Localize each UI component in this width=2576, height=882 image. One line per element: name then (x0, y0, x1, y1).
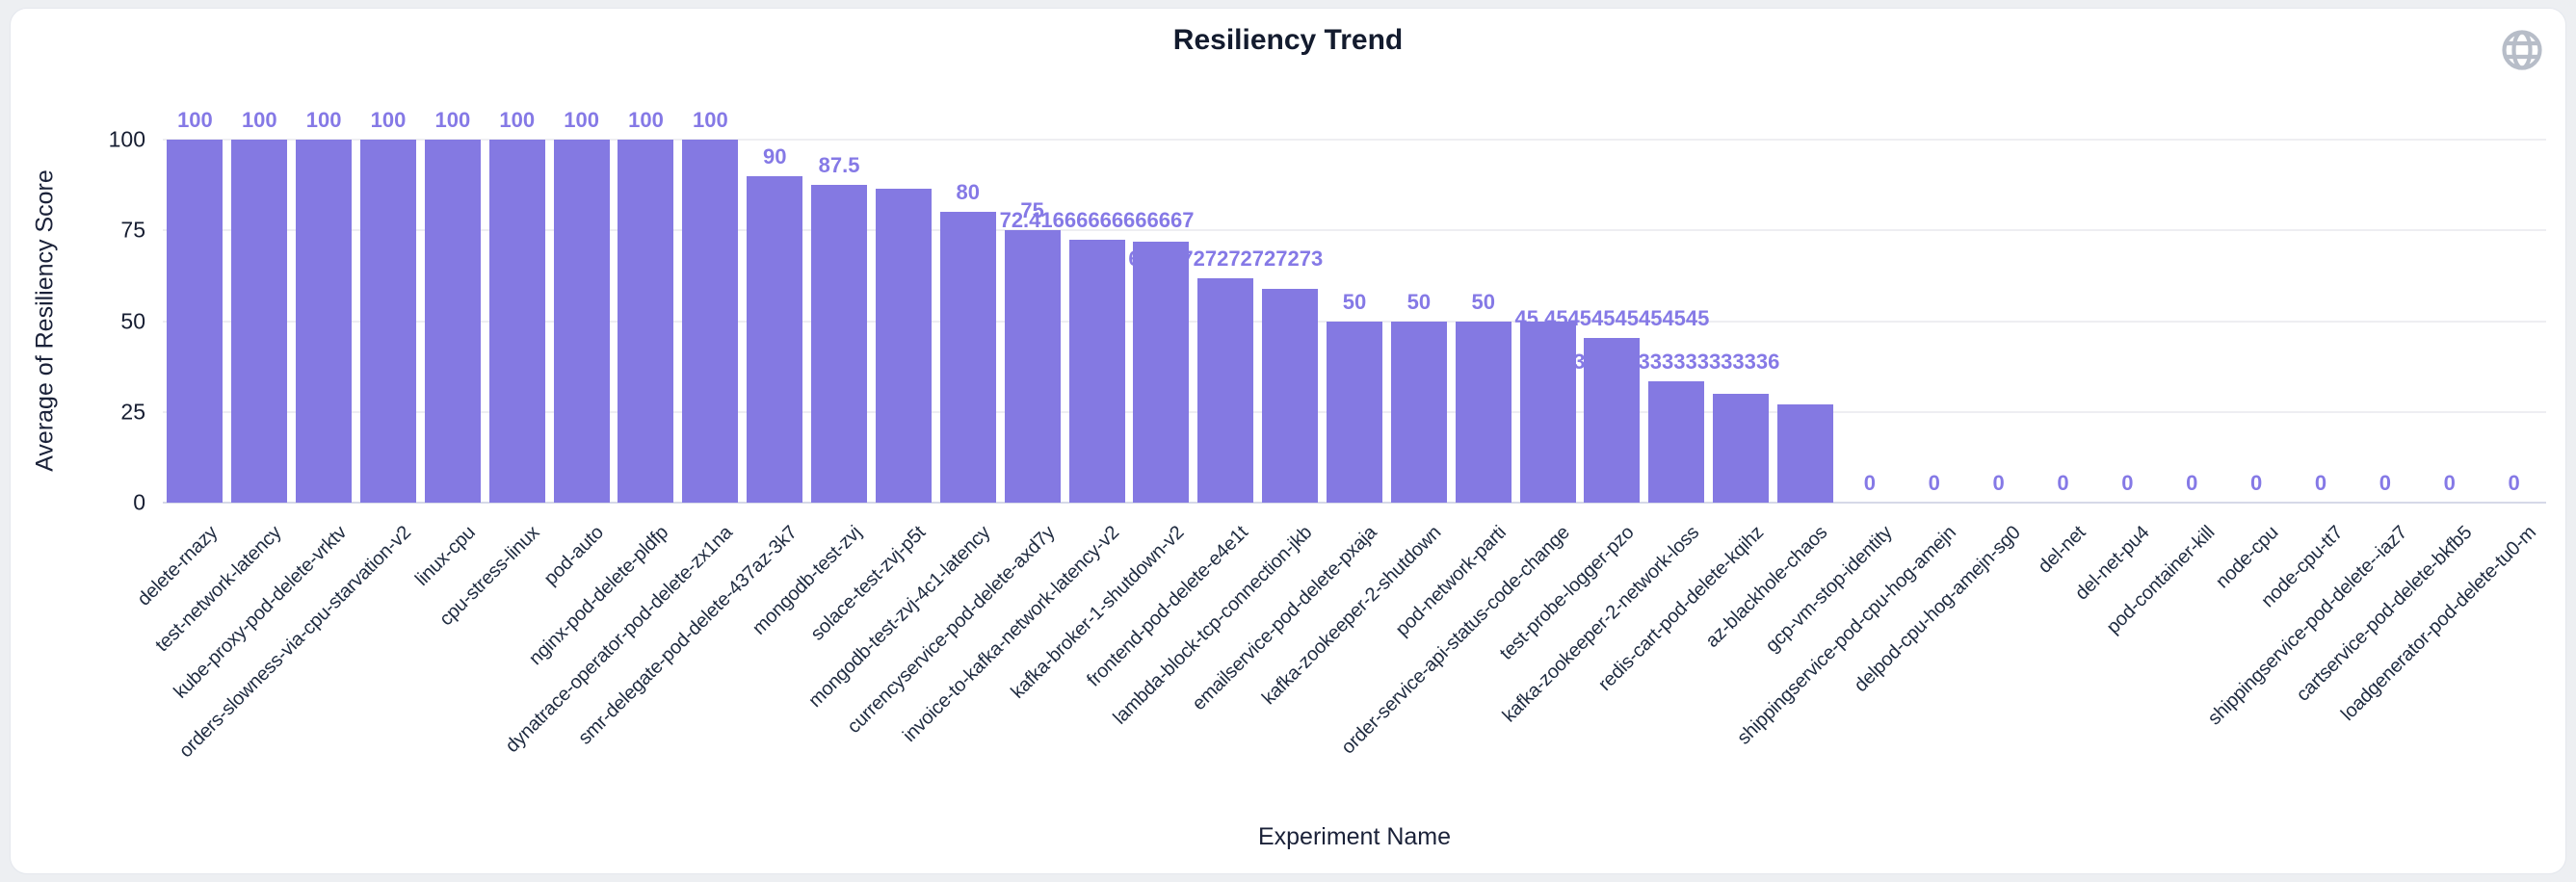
x-category-label: dynatrace-operator-pod-delete-zx1na (501, 522, 737, 758)
bar-value-label: 0 (2314, 471, 2327, 495)
bar-value-label: 100 (628, 108, 664, 132)
x-axis-title: Experiment Name (1257, 823, 1452, 850)
chart-title: Resiliency Trend (1172, 24, 1404, 56)
bar[interactable] (488, 140, 545, 503)
bar[interactable] (618, 140, 674, 503)
bar-value-label: 0 (1928, 471, 1940, 495)
y-tick-label: 50 (120, 308, 145, 333)
bar-value-label: 50 (1406, 289, 1432, 314)
bar-value-label: 90 (762, 143, 787, 169)
bar[interactable] (296, 140, 353, 503)
bar[interactable] (1777, 404, 1834, 503)
bar[interactable] (1133, 241, 1190, 503)
bar[interactable] (424, 140, 481, 503)
bar-value-label: 72.41666666666667 (999, 207, 1195, 232)
bar-value-label: 100 (305, 108, 342, 132)
x-category-label: del-net (2034, 522, 2090, 578)
bar-value-label: 0 (2508, 471, 2520, 495)
bar-value-label: 75 (1020, 198, 1044, 223)
y-tick-label: 25 (120, 399, 145, 425)
bar[interactable] (1004, 230, 1061, 503)
globe-icon-svg (2502, 30, 2542, 70)
bar-value-label: 0 (2379, 471, 2391, 495)
x-category-label: orders-slowness-via-cpu-starvation-v2 (174, 522, 415, 763)
bar[interactable] (360, 140, 417, 503)
bar[interactable] (1584, 337, 1641, 503)
bar[interactable] (553, 140, 610, 503)
bar-value-label: 80 (956, 180, 981, 205)
bar-value-label: 100 (564, 108, 599, 132)
x-category-label: solace-test-zvj-p5t (806, 522, 931, 645)
bar[interactable] (939, 212, 996, 503)
bar[interactable] (682, 140, 739, 503)
bar[interactable] (1262, 288, 1319, 503)
bar-value-label: 0 (2186, 471, 2198, 495)
bar[interactable] (811, 185, 868, 503)
grid-line (163, 229, 2546, 232)
bar[interactable] (1327, 321, 1382, 503)
bar-value-label: 87.5 (818, 153, 860, 178)
y-tick-label: 100 (108, 126, 145, 152)
bar[interactable] (1197, 278, 1254, 503)
chart-card: Resiliency Trend Average of Resiliency S… (10, 8, 2566, 874)
bar[interactable] (231, 140, 288, 503)
x-category-label: test-network-latency (151, 522, 286, 657)
bar[interactable] (875, 188, 932, 503)
bar-value-label: 100 (434, 108, 471, 132)
bar[interactable] (1455, 321, 1511, 503)
bar-value-label: 0 (1863, 471, 1877, 495)
x-axis-line (163, 502, 2546, 504)
bar[interactable] (1068, 239, 1125, 503)
bar-value-label: 100 (241, 108, 277, 132)
bar[interactable] (167, 140, 223, 503)
bar[interactable] (1713, 393, 1770, 503)
bar-value-label: 0 (2057, 471, 2069, 495)
x-category-label: az-blackhole-chaos (1701, 522, 1832, 652)
bar[interactable] (747, 175, 803, 503)
bar-value-label: 0 (1992, 471, 2005, 495)
bar-value-label: 100 (499, 108, 536, 132)
bar-value-label: 50 (1471, 289, 1495, 314)
bar[interactable] (1390, 321, 1447, 503)
grid-line (163, 139, 2546, 141)
x-category-label: mongodb-test-zvj (748, 522, 866, 639)
bar-value-label: 50 (1342, 289, 1367, 314)
x-category-label: order-service-api-status-code-change (1337, 522, 1575, 759)
bar-value-label: 0 (2249, 471, 2263, 495)
bar-value-label: 0 (2443, 471, 2456, 495)
bar-value-label: 100 (370, 108, 407, 132)
bar[interactable] (1648, 381, 1705, 503)
bar-value-label: 100 (177, 108, 213, 132)
bar-value-label: 0 (2121, 471, 2134, 495)
bar[interactable] (1519, 321, 1576, 503)
bar-value-label: 100 (692, 108, 728, 132)
x-category-label: pod-network-parti (1391, 522, 1511, 641)
y-tick-label: 0 (133, 489, 145, 515)
y-tick-label: 75 (120, 217, 145, 243)
globe-icon[interactable] (2500, 28, 2544, 72)
